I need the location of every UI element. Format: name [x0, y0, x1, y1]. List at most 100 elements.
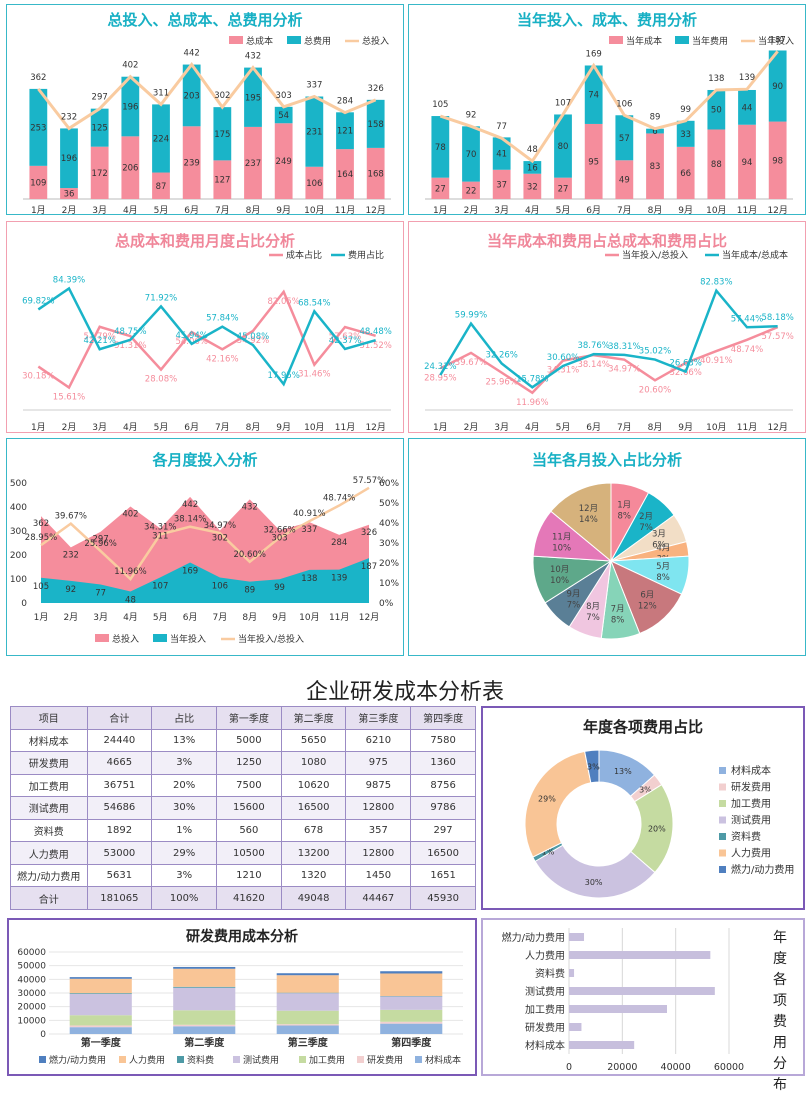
c1-label-总费用-6: 203	[184, 91, 200, 101]
c6-slice-pct-1: 8%	[617, 512, 631, 522]
c7-slice-pct-1: 13%	[614, 767, 632, 776]
c5-label-year-2: 92	[65, 585, 76, 595]
c4-label-2-12: 58.18%	[761, 313, 793, 323]
c4-label-2-9: 26.63%	[669, 359, 701, 369]
c5-label-year-9: 99	[274, 583, 285, 593]
c4-label-2-1: 24.31%	[424, 362, 456, 372]
c7-legend-swatch-4	[719, 817, 726, 824]
c1-label-总费用-2: 196	[61, 154, 77, 164]
c2-tick-8: 8月	[648, 205, 663, 214]
c3-label-2-8: 45.08%	[237, 332, 269, 342]
c7-legend-swatch-3	[719, 800, 726, 807]
c5-legend-3-label: 当年投入/总投入	[238, 633, 304, 645]
c2-label-当年费用-9: 33	[680, 130, 691, 140]
table-cell: 12800	[346, 797, 411, 820]
c2-label-当年成本-5: 27	[558, 184, 569, 194]
table-cell: 6210	[346, 729, 411, 752]
table-cell: 1360	[411, 752, 476, 775]
c7-legend-swatch-5	[719, 833, 726, 840]
c8-xtick-3: 第三季度	[288, 1036, 329, 1049]
c2-label-当年成本-12: 98	[772, 156, 783, 166]
c4-tick-1: 1月	[433, 422, 448, 432]
c5-label-year-4: 48	[125, 595, 136, 605]
table-cell: 678	[281, 819, 346, 842]
c1-label-总投入-12: 326	[368, 84, 384, 94]
c6-slice-pct-8: 7%	[586, 613, 600, 623]
c4-tick-11: 11月	[737, 422, 757, 432]
c8-ytick-3: 30000	[17, 989, 46, 999]
c2-legend-2-swatch	[675, 36, 689, 44]
c5-legend-1-label: 总投入	[112, 633, 139, 645]
c5-label-year-8: 89	[244, 586, 255, 596]
c2-label-当年成本-8: 83	[650, 162, 661, 172]
c1-tick-11: 11月	[335, 205, 355, 214]
c8-ytick-1: 10000	[17, 1016, 46, 1026]
c3-tick-1: 1月	[31, 422, 46, 432]
c2-tick-6: 6月	[586, 205, 601, 214]
c5-label-ratio-4: 11.96%	[114, 567, 146, 577]
c1-label-总费用-1: 253	[30, 123, 46, 133]
c6-slice-name-12: 12月	[579, 504, 598, 514]
c4-label-2-10: 82.83%	[700, 278, 732, 288]
c3-label-2-6: 45.94%	[175, 331, 207, 341]
c5-tick-10: 10月	[299, 612, 319, 623]
c7-slice-pct-4: 30%	[585, 878, 603, 887]
c3-label-1-10: 31.46%	[298, 370, 330, 380]
c4-label-1-12: 57.57%	[761, 332, 793, 342]
c5-tick-12: 12月	[359, 612, 379, 623]
c1-label-总投入-1: 362	[30, 73, 46, 83]
c3-label-2-10: 68.54%	[298, 298, 330, 308]
c1-label-总费用-11: 121	[337, 127, 353, 137]
c5-legend-1-swatch	[95, 634, 109, 642]
c8-legend-swatch-3	[299, 1056, 306, 1063]
c2-label-当年成本-6: 95	[588, 157, 599, 167]
c3-label-2-4: 48.75%	[114, 327, 146, 337]
c5-y2tick-3: 30%	[379, 539, 399, 549]
c8-bar-4-2	[173, 988, 235, 1011]
c8-xtick-4: 第四季度	[391, 1036, 432, 1049]
c2-line-当年投入	[440, 51, 777, 161]
c5-label-total-12: 326	[361, 528, 377, 538]
c3-tick-2: 2月	[62, 422, 77, 432]
table-cell: 44467	[346, 887, 411, 910]
c3-tick-10: 10月	[304, 422, 324, 432]
c1-label-总成本-12: 168	[368, 169, 384, 179]
c3-tick-6: 6月	[184, 422, 199, 432]
table-cell: 41620	[217, 887, 282, 910]
table-cell: 资料费	[11, 819, 88, 842]
c1-tick-5: 5月	[154, 205, 169, 214]
hbar-title: 年度各项费用分布	[773, 928, 789, 1096]
c2-label-当年投入-2: 92	[466, 110, 477, 120]
c1-label-总投入-8: 432	[245, 52, 261, 62]
c2-label-当年投入-4: 48	[527, 145, 538, 155]
table-cell: 1080	[281, 752, 346, 775]
c5-label-total-6: 442	[182, 500, 198, 510]
c5-label-ratio-6: 38.14%	[174, 515, 206, 525]
c1-label-总费用-5: 224	[153, 134, 169, 144]
table-cell: 100%	[152, 887, 217, 910]
c1-tick-12: 12月	[365, 205, 385, 214]
c6-slice-name-3: 3月	[652, 529, 666, 539]
c9-xtick-0: 0	[566, 1062, 572, 1073]
c5-label-total-11: 284	[331, 538, 347, 548]
c8-bar-2-4	[380, 1022, 442, 1024]
c1-tick-9: 9月	[276, 205, 291, 214]
c5-y2tick-2: 20%	[379, 559, 399, 569]
c8-legend-swatch-1	[415, 1056, 422, 1063]
c8-bar-1-1	[70, 1027, 132, 1034]
c8-legend-swatch-6	[119, 1056, 126, 1063]
c6-slice-pct-5: 8%	[656, 573, 670, 583]
c3-label-2-12: 48.48%	[359, 327, 391, 337]
table-header-cell: 项目	[11, 707, 88, 730]
c8-legend-label-1: 材料成本	[425, 1054, 461, 1066]
c2-label-当年投入-11: 139	[739, 73, 755, 83]
c8-legend-label-6: 人力费用	[129, 1054, 165, 1066]
c9-bar-4	[569, 987, 715, 995]
c3-tick-12: 12月	[365, 422, 385, 432]
table-cell: 9786	[411, 797, 476, 820]
chart-quarter-stack: 0100002000030000400005000060000第一季度第二季度第…	[9, 920, 475, 1074]
c7-slice-6	[525, 751, 591, 857]
c2-tick-11: 11月	[737, 205, 757, 214]
